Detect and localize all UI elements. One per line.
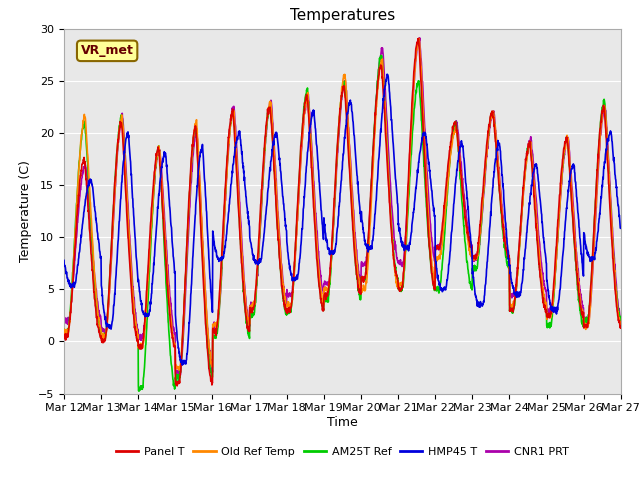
Panel T xyxy=(316,292,324,298)
HMP45 T xyxy=(179,362,186,368)
CNR1 PRT xyxy=(60,317,68,323)
AM25T Ref xyxy=(377,53,385,59)
Old Ref Temp xyxy=(602,108,609,114)
AM25T Ref xyxy=(602,108,609,113)
Panel T xyxy=(617,323,625,329)
CNR1 PRT xyxy=(416,35,424,41)
Old Ref Temp xyxy=(316,281,324,287)
HMP45 T xyxy=(602,155,609,161)
Old Ref Temp xyxy=(331,189,339,195)
HMP45 T xyxy=(316,193,324,199)
Panel T xyxy=(60,335,68,341)
Old Ref Temp xyxy=(88,238,96,244)
Panel T xyxy=(88,267,96,273)
HMP45 T xyxy=(383,72,391,77)
CNR1 PRT xyxy=(602,105,609,110)
Panel T xyxy=(173,383,181,389)
CNR1 PRT xyxy=(176,372,184,378)
Old Ref Temp xyxy=(499,218,507,224)
X-axis label: Time: Time xyxy=(327,416,358,429)
HMP45 T xyxy=(617,225,625,231)
Line: HMP45 T: HMP45 T xyxy=(64,74,621,365)
Y-axis label: Temperature (C): Temperature (C) xyxy=(19,160,33,262)
Panel T xyxy=(415,36,422,41)
AM25T Ref xyxy=(88,244,96,250)
Line: AM25T Ref: AM25T Ref xyxy=(64,56,621,391)
HMP45 T xyxy=(499,181,507,187)
Legend: Panel T, Old Ref Temp, AM25T Ref, HMP45 T, CNR1 PRT: Panel T, Old Ref Temp, AM25T Ref, HMP45 … xyxy=(112,442,573,461)
Panel T xyxy=(499,221,507,227)
HMP45 T xyxy=(601,160,609,166)
AM25T Ref xyxy=(617,317,625,323)
HMP45 T xyxy=(331,248,339,253)
AM25T Ref xyxy=(601,101,609,107)
Title: Temperatures: Temperatures xyxy=(290,9,395,24)
Panel T xyxy=(601,114,609,120)
Line: Old Ref Temp: Old Ref Temp xyxy=(64,38,621,370)
Panel T xyxy=(331,185,339,191)
Old Ref Temp xyxy=(601,106,609,112)
CNR1 PRT xyxy=(331,196,339,202)
Old Ref Temp xyxy=(60,330,68,336)
AM25T Ref xyxy=(499,228,507,234)
AM25T Ref xyxy=(316,289,324,295)
AM25T Ref xyxy=(136,388,143,394)
Old Ref Temp xyxy=(175,367,182,373)
CNR1 PRT xyxy=(88,248,96,253)
CNR1 PRT xyxy=(601,105,609,110)
AM25T Ref xyxy=(331,192,339,198)
Line: CNR1 PRT: CNR1 PRT xyxy=(64,38,621,375)
HMP45 T xyxy=(88,184,96,190)
CNR1 PRT xyxy=(499,213,507,218)
CNR1 PRT xyxy=(316,268,324,274)
AM25T Ref xyxy=(60,329,68,335)
Panel T xyxy=(602,119,609,124)
Old Ref Temp xyxy=(415,36,423,41)
CNR1 PRT xyxy=(617,315,625,321)
Old Ref Temp xyxy=(617,323,625,329)
HMP45 T xyxy=(60,257,68,263)
Text: VR_met: VR_met xyxy=(81,44,134,57)
Line: Panel T: Panel T xyxy=(64,38,621,386)
